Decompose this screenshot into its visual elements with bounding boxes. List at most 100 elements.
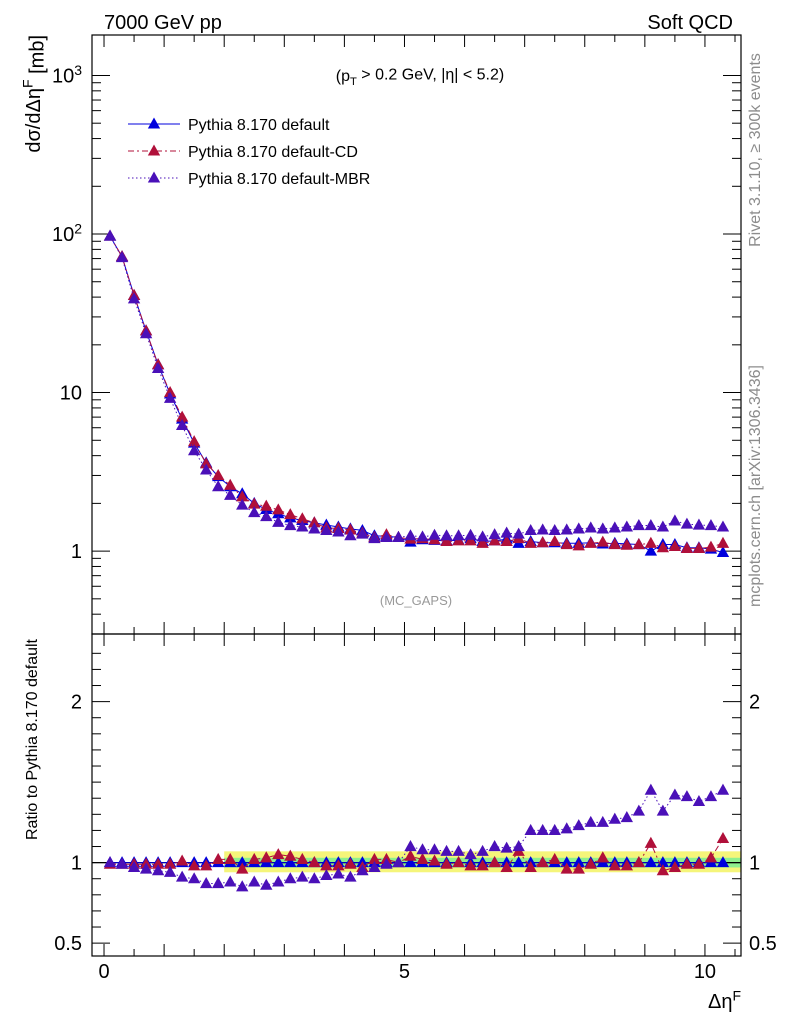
main-data-point <box>500 534 513 547</box>
ratio-data-point <box>668 788 682 800</box>
ratio-data-point <box>308 872 321 884</box>
ratio-data-point <box>212 852 225 864</box>
ratio-data-point <box>488 840 501 852</box>
main-data-point <box>151 361 165 373</box>
main-data-point <box>608 538 621 550</box>
ratio-data-point <box>464 848 477 860</box>
main-data-point <box>344 523 357 535</box>
ratio-data-point <box>163 857 177 869</box>
ratio-data-point <box>476 844 489 856</box>
ratio-data-point <box>560 822 573 834</box>
main-data-point <box>692 541 706 553</box>
main-data-point <box>476 536 489 548</box>
main-data-point <box>476 530 489 542</box>
ratio-data-point <box>632 804 646 816</box>
main-data-point <box>224 478 237 490</box>
main-data-point <box>584 521 597 533</box>
main-data-point <box>560 523 573 535</box>
ratio-data <box>103 783 730 892</box>
ratio-data-point <box>440 844 453 856</box>
main-data-point <box>584 536 597 548</box>
main-data-point <box>656 520 670 532</box>
ratio-data-point <box>644 856 658 868</box>
main-data-point <box>272 515 285 527</box>
legend-label-0: Pythia 8.170 default <box>188 117 330 134</box>
ratio-data-point <box>332 859 345 871</box>
main-y-tick-label: 1 <box>71 541 82 563</box>
axes: 1 10 102 103 0.5 0.5 1 1 2 2 0 5 10 <box>52 35 777 983</box>
ratio-data-point <box>392 856 405 868</box>
main-data-point <box>452 529 465 541</box>
ratio-data-point <box>500 841 513 853</box>
main-data-point <box>356 527 369 539</box>
ratio-data-point <box>416 843 429 855</box>
main-data-point <box>224 488 237 500</box>
ratio-data-point <box>476 859 489 871</box>
main-data-point <box>464 534 477 546</box>
ratio-data-point <box>284 856 297 868</box>
ratio-data-point <box>404 849 417 861</box>
ratio-data-point <box>656 804 670 816</box>
x-tick-label: 5 <box>399 961 410 983</box>
ratio-series-points-2 <box>103 783 730 892</box>
main-data-point <box>596 535 609 547</box>
ratio-data-point <box>200 877 213 889</box>
ratio-data-point <box>452 856 465 868</box>
ratio-data-point <box>272 875 285 887</box>
ratio-data-point <box>139 862 153 874</box>
main-data-point <box>320 523 333 535</box>
main-data-point <box>248 497 261 509</box>
main-data-point <box>175 410 189 422</box>
x-axis-title: ΔηF <box>708 987 741 1013</box>
main-data-point <box>668 539 682 551</box>
main-data-point <box>103 229 117 241</box>
ratio-data-point <box>680 790 694 802</box>
main-data-point <box>632 519 646 531</box>
ratio-data-point <box>644 836 658 848</box>
header-category-label: Soft QCD <box>647 12 733 34</box>
ratio-data-point <box>272 848 285 860</box>
main-data-point <box>548 523 561 535</box>
main-data-point <box>163 386 177 398</box>
main-data-point <box>716 545 730 558</box>
main-data-point <box>464 528 477 540</box>
legend: Pythia 8.170 default Pythia 8.170 default… <box>128 117 370 188</box>
ratio-data-point <box>260 878 273 890</box>
ratio-data-point <box>572 862 585 874</box>
ratio-data-point <box>236 880 249 892</box>
ratio-data-point <box>656 864 670 876</box>
ratio-data-point <box>308 856 321 868</box>
main-series-points-1 <box>103 229 730 553</box>
ratio-data-point <box>428 843 441 855</box>
header-process-label: 7000 GeV pp <box>104 12 222 34</box>
ratio-data-point <box>500 860 513 872</box>
main-data-point <box>680 517 694 529</box>
ratio-data-point <box>644 783 658 795</box>
x-tick-label: 0 <box>98 961 109 983</box>
main-data-point <box>260 499 273 511</box>
main-data-point <box>368 532 381 544</box>
ratio-data-point <box>452 844 465 856</box>
ratio-data-point <box>512 840 525 852</box>
main-data-point <box>236 490 249 502</box>
ratio-data-point <box>716 783 730 795</box>
main-data-point <box>488 534 501 546</box>
ratio-data-point <box>151 864 165 876</box>
ratio-y-tick-label-right: 1 <box>749 853 760 875</box>
main-data-point <box>548 534 561 547</box>
ratio-data-point <box>368 860 381 872</box>
ratio-data-point <box>344 857 357 869</box>
main-series-line-2 <box>109 235 724 540</box>
main-data-point <box>644 519 658 531</box>
ratio-data-point <box>536 856 549 868</box>
main-series-points-2 <box>103 229 730 544</box>
ratio-data-point <box>332 867 345 879</box>
ratio-data-point <box>548 823 561 835</box>
ratio-data-point <box>224 875 237 887</box>
ratio-data-point <box>584 815 597 827</box>
main-data-point <box>308 522 321 534</box>
main-series-line-0 <box>109 235 724 553</box>
ratio-data-point <box>692 794 706 806</box>
ratio-data-point <box>320 859 333 871</box>
ratio-data-point <box>668 860 682 872</box>
